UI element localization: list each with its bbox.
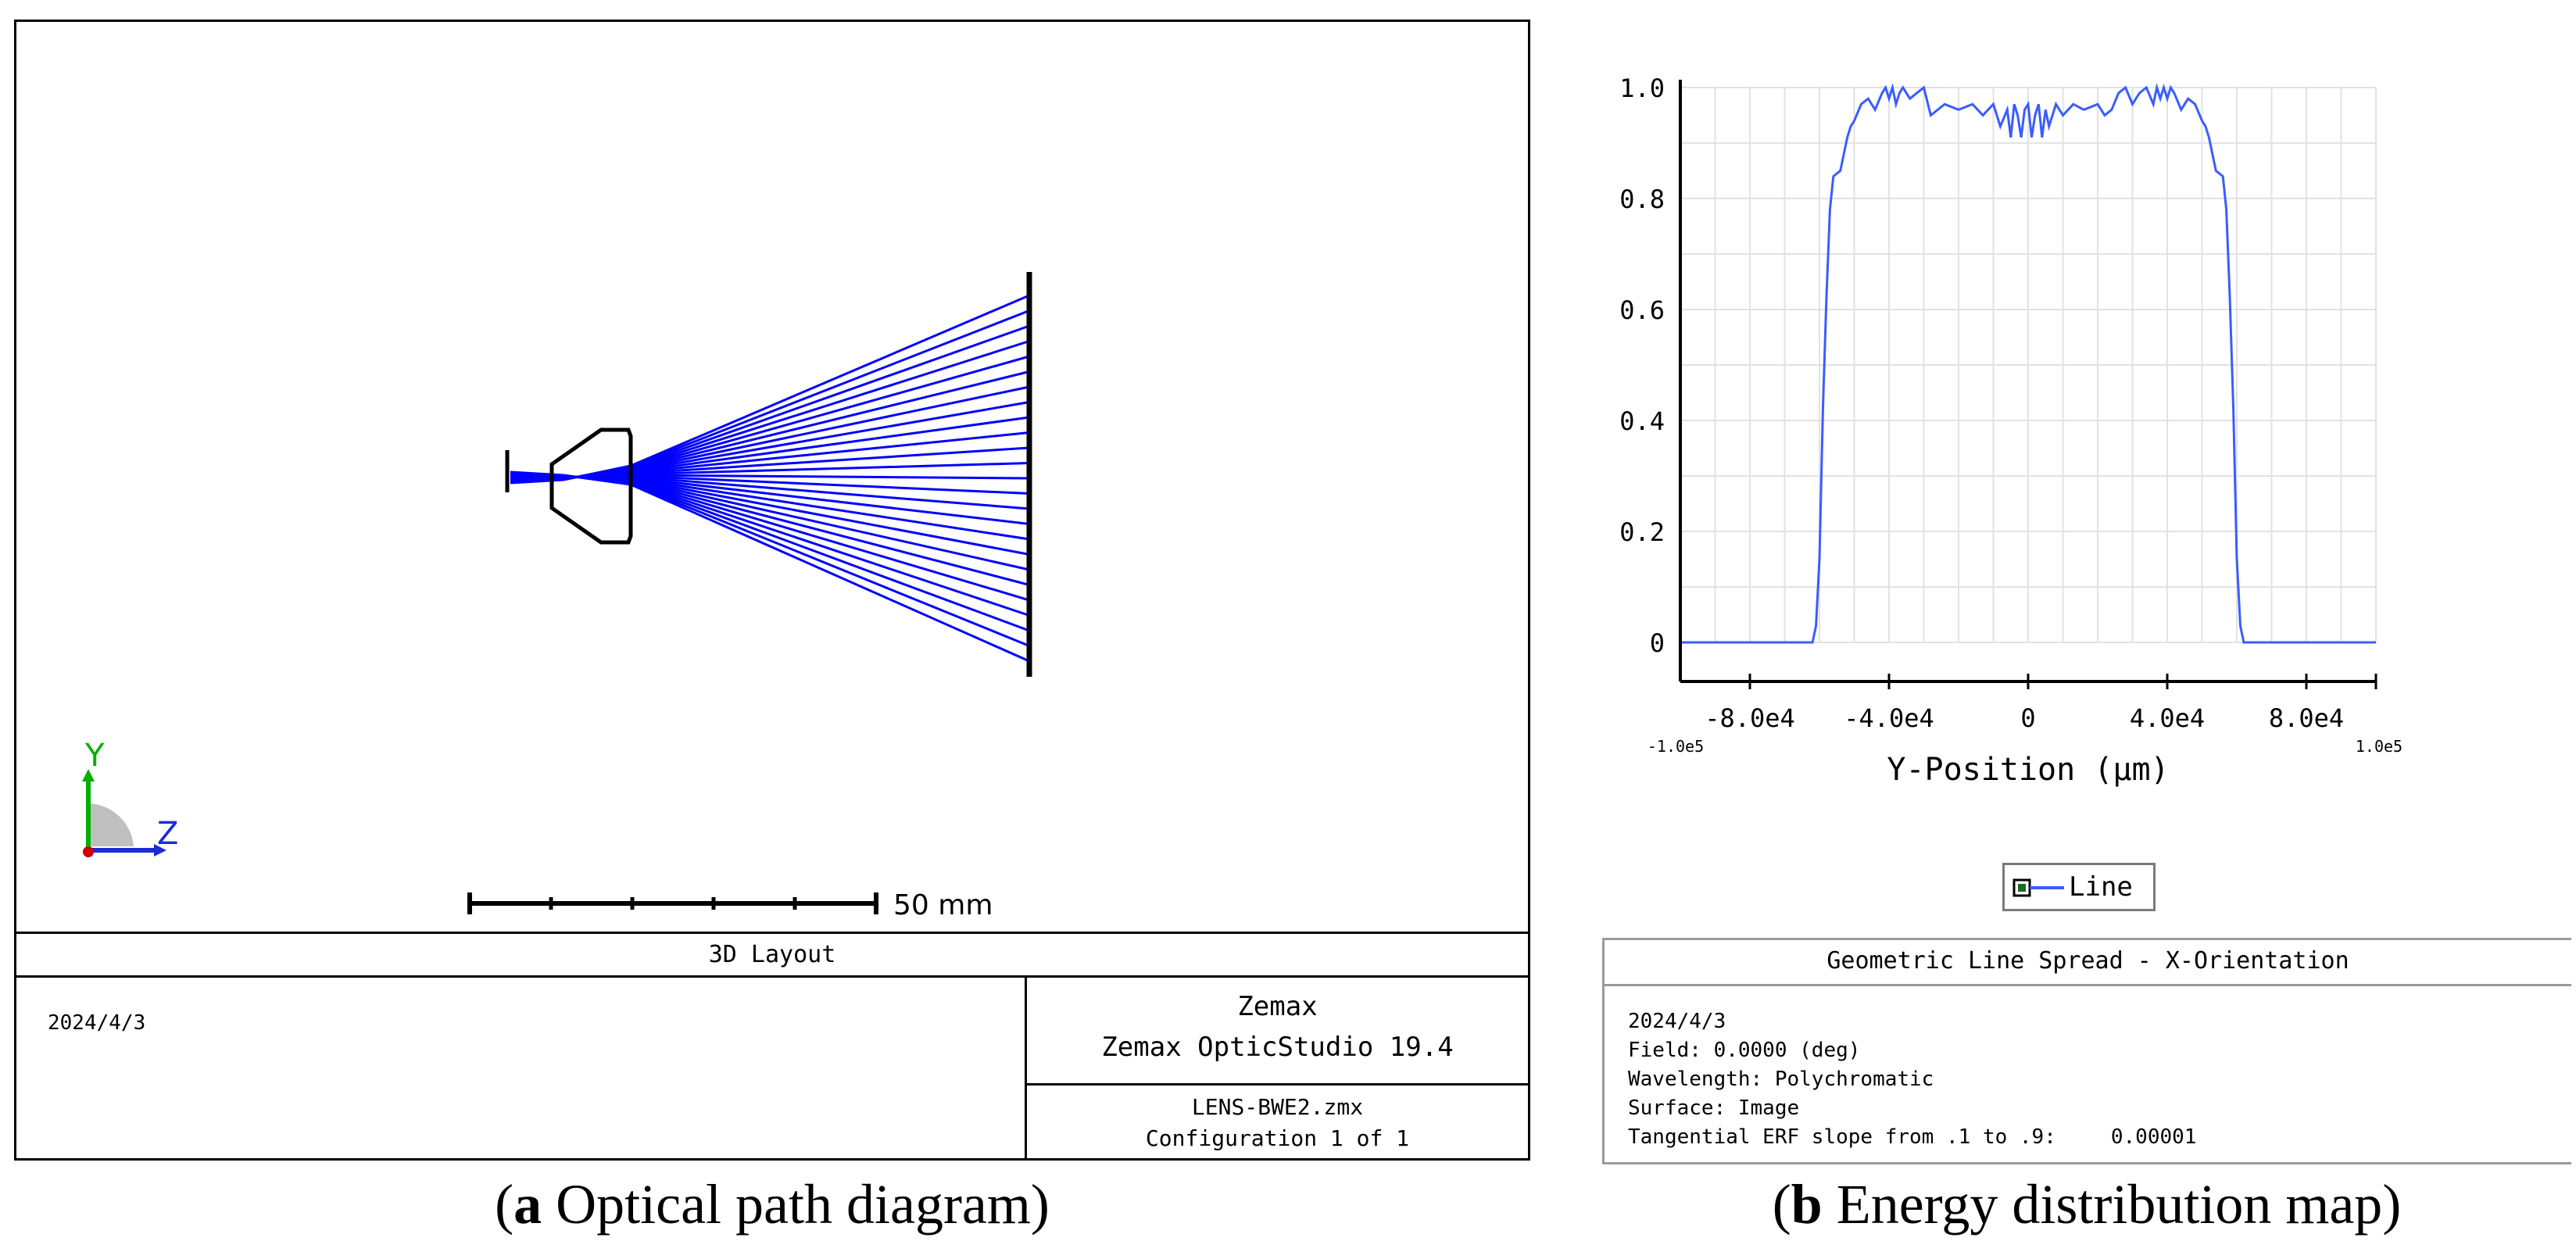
- divider: [1025, 1083, 1528, 1086]
- layout-panel: Y Z 50 mm 3D Layout 2024/4/3 Zemax Zemax…: [14, 20, 1530, 1161]
- line-spread-title: Geometric Line Spread - X-Orientation: [1826, 947, 2349, 975]
- divider: [16, 932, 1528, 934]
- axis-y-label: Y: [84, 738, 105, 774]
- chart-plot: [1680, 83, 2376, 644]
- lens-element: [549, 427, 633, 545]
- scale-bar-label: 50 mm: [893, 889, 993, 921]
- file-name: LENS-BWE2.zmx: [1191, 1094, 1364, 1120]
- x-max-label: 1.0e5: [2356, 737, 2402, 756]
- chart-axes: [1679, 80, 2377, 689]
- ray-fan: [510, 294, 1030, 663]
- legend-label: Line: [2069, 871, 2133, 903]
- x-tick-label: 0: [2020, 703, 2035, 733]
- layout-title: 3D Layout: [708, 941, 836, 968]
- x-tick-label: 8.0e4: [2269, 703, 2344, 733]
- caption-b-text: Energy distribution map: [1822, 1173, 2383, 1236]
- y-tick-label: 0: [1650, 628, 1665, 658]
- ray: [510, 294, 1030, 485]
- caption-b-letter: b: [1791, 1173, 1823, 1236]
- scale-bar: [467, 892, 878, 914]
- x-min-label: -1.0e5: [1648, 737, 1704, 756]
- layout-date: 2024/4/3: [48, 1011, 146, 1035]
- layout-viewport: Y Z 50 mm: [82, 272, 1032, 921]
- line-spread-info: Geometric Line Spread - X-Orientation 20…: [1602, 938, 2571, 1164]
- configuration-label: Configuration 1 of 1: [1145, 1125, 1410, 1151]
- caption-a-letter: a: [513, 1173, 542, 1236]
- product-name: Zemax OpticStudio 19.4: [1101, 1032, 1454, 1063]
- ray: [510, 309, 1030, 484]
- info-erf-label: Tangential ERF slope from .1 to .9:: [1628, 1125, 2056, 1149]
- x-tick-label: -8.0e4: [1705, 703, 1795, 733]
- chart-legend: Line: [2002, 863, 2156, 911]
- info-field: Field: 0.0000 (deg): [1628, 1039, 1861, 1062]
- y-tick-label: 1.0: [1619, 73, 1665, 103]
- info-erf: Tangential ERF slope from .1 to .9: 0.000…: [1628, 1123, 2196, 1152]
- y-tick-label: 0.8: [1619, 184, 1665, 214]
- divider: [1605, 984, 2571, 986]
- x-tick-label: -4.0e4: [1844, 703, 1934, 733]
- info-date: 2024/4/3: [1628, 1010, 1726, 1033]
- divider: [1025, 975, 1027, 1158]
- divider: [16, 975, 1528, 978]
- y-tick-label: 0.2: [1619, 517, 1665, 547]
- line-spread-chart: 0 0.2 0.4 0.6 0.8 1.0 -8.0e4 -4.0e4 0 4.0e4 8.0e4 -…: [1619, 73, 2402, 788]
- y-tick-label: 0.6: [1619, 295, 1665, 325]
- chart-tick-labels: 0 0.2 0.4 0.6 0.8 1.0 -8.0e4 -4.0e4 0 4.0e4 8.0e4 -…: [1619, 73, 2402, 788]
- line-spread-details: 2024/4/3 Field: 0.0000 (deg) Wavelength:…: [1628, 1007, 2196, 1152]
- chart-grid: [1680, 87, 2377, 643]
- legend-swatch-icon: [2012, 878, 2064, 897]
- caption-b: (b Energy distribution map): [1772, 1173, 2402, 1236]
- axis-z-label: Z: [157, 816, 178, 852]
- info-erf-value: 0.00001: [2110, 1125, 2197, 1149]
- series-line: [1680, 83, 2376, 644]
- info-wavelength: Wavelength: Polychromatic: [1628, 1068, 1934, 1091]
- caption-a-text: Optical path diagram: [542, 1173, 1031, 1236]
- caption-a: (a Optical path diagram): [495, 1173, 1050, 1236]
- x-axis-label: Y-Position (µm): [1887, 752, 2169, 788]
- y-tick-label: 0.4: [1619, 406, 1665, 436]
- ray: [510, 470, 1030, 663]
- company-name: Zemax: [1237, 991, 1318, 1022]
- x-tick-label: 4.0e4: [2130, 703, 2205, 733]
- info-surface: Surface: Image: [1628, 1096, 1800, 1120]
- axis-triad-icon: [82, 769, 166, 857]
